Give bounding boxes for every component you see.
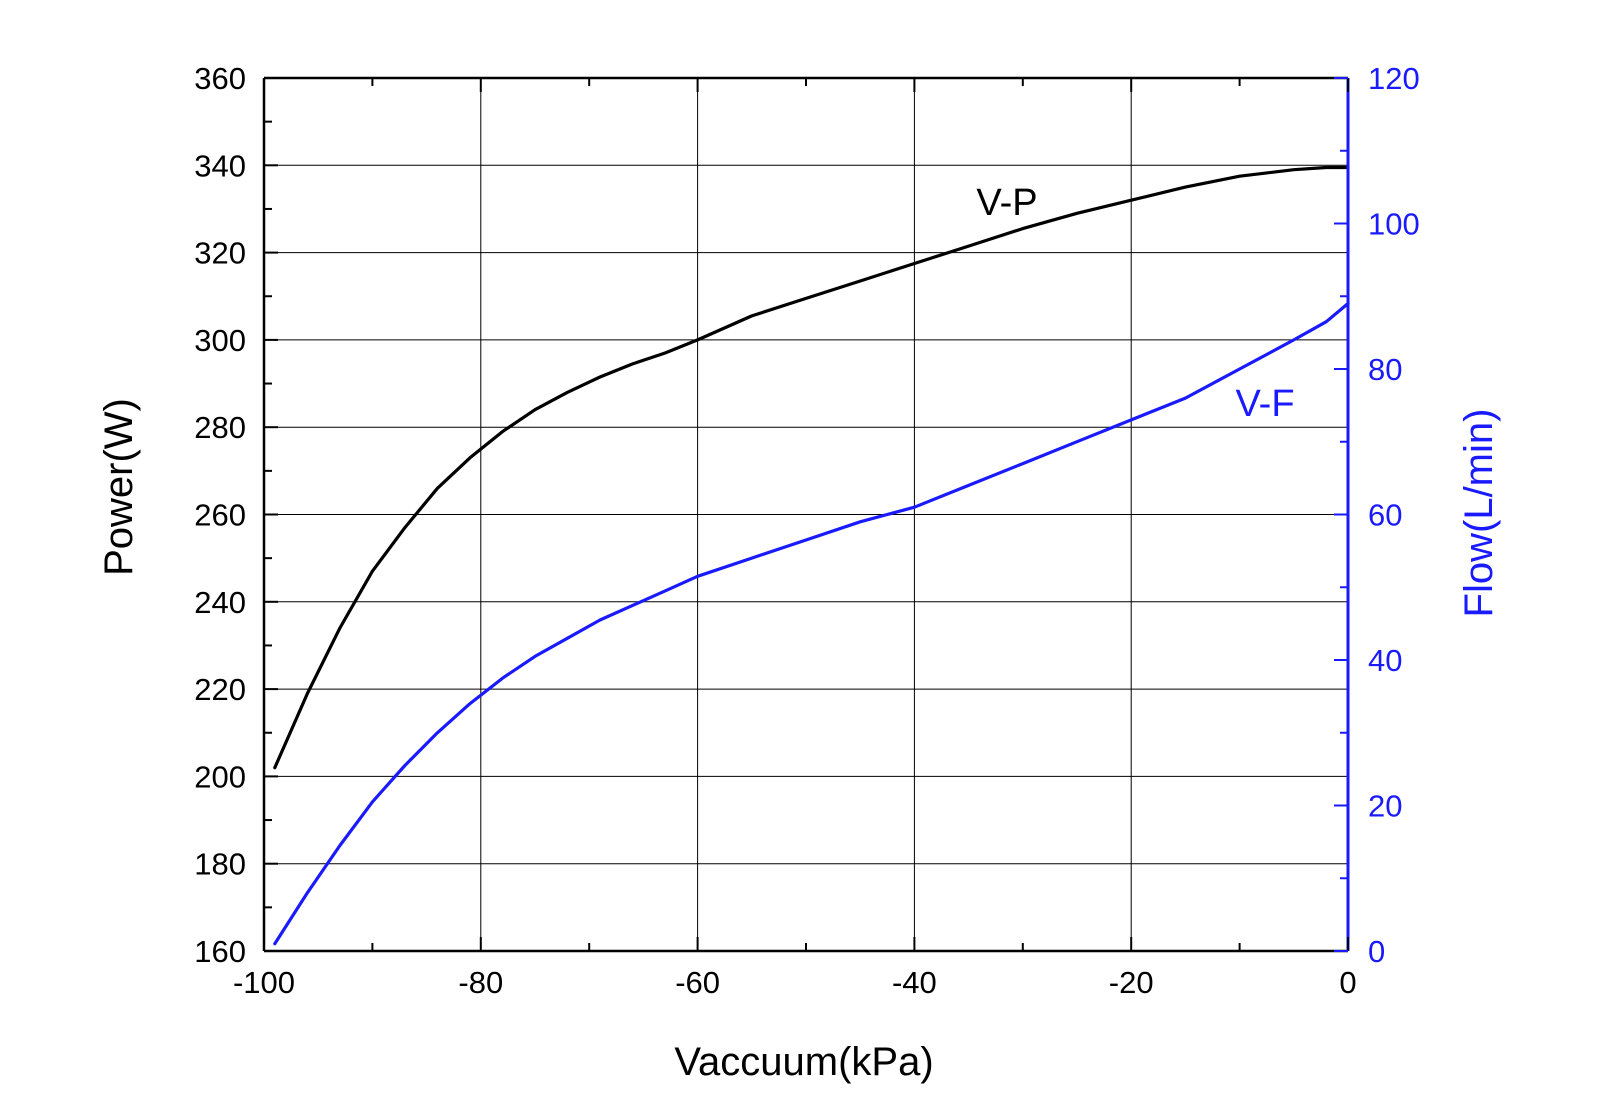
y-axis-left-title: Power(W) <box>97 398 141 576</box>
y-axis-right-title: Flow(L/min) <box>1457 409 1501 618</box>
y-left-tick-label: 200 <box>194 759 246 794</box>
x-tick-label: -60 <box>675 965 720 1000</box>
y-right-tick-label: 120 <box>1368 61 1420 96</box>
y-left-tick-label: 160 <box>194 934 246 969</box>
y-left-tick-label: 300 <box>194 323 246 358</box>
y-right-tick-label: 0 <box>1368 934 1385 969</box>
series-line-v-p <box>273 165 1350 770</box>
y-left-tick-label: 340 <box>194 148 246 183</box>
tick-labels: -100 -80 -60 -40 -20 016018020022024026028030… <box>194 61 1419 1000</box>
x-tick-label: 0 <box>1339 965 1356 1000</box>
y-right-tick-label: 40 <box>1368 643 1402 678</box>
y-left-tick-label: 220 <box>194 672 246 707</box>
y-left-tick-label: 180 <box>194 847 246 882</box>
y-right-tick-label: 100 <box>1368 207 1420 242</box>
y-left-tick-label: 280 <box>194 410 246 445</box>
x-tick-label: -80 <box>458 965 503 1000</box>
x-tick-label: -100 <box>233 965 295 1000</box>
vp-curve-label: V-P <box>976 182 1037 224</box>
y-right-tick-label: 80 <box>1368 352 1402 387</box>
series-layer <box>273 165 1350 946</box>
x-axis-title: Vaccuum(kPa) <box>674 1040 933 1084</box>
y-left-tick-label: 260 <box>194 498 246 533</box>
grid <box>264 78 1348 951</box>
vf-curve-label: V-F <box>1235 383 1294 425</box>
ticks <box>263 77 1349 952</box>
y-left-tick-label: 320 <box>194 236 246 271</box>
y-left-tick-label: 240 <box>194 585 246 620</box>
y-right-tick-label: 20 <box>1368 789 1402 824</box>
y-left-tick-label: 360 <box>194 61 246 96</box>
y-right-tick-label: 60 <box>1368 498 1402 533</box>
x-tick-label: -20 <box>1109 965 1154 1000</box>
series-line-v-f <box>273 301 1350 946</box>
x-tick-label: -40 <box>892 965 937 1000</box>
